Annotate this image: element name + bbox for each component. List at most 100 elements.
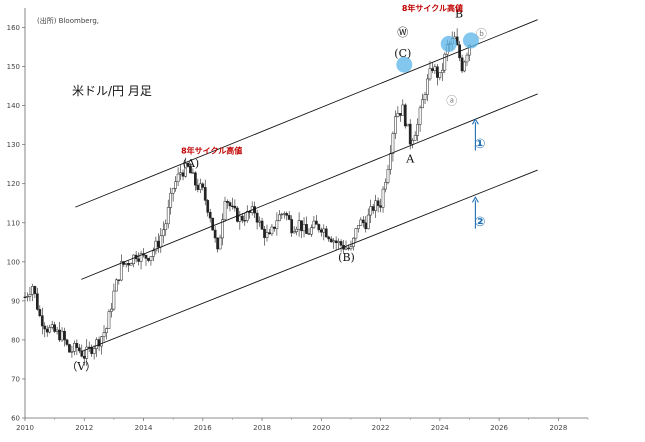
- candle-body: [132, 254, 135, 264]
- candle-body: [329, 238, 333, 243]
- wave-label: ⓑ: [476, 27, 487, 40]
- candle-body: [23, 296, 27, 299]
- candle-body: [361, 219, 365, 224]
- candle-body: [154, 240, 158, 252]
- candle-body: [196, 184, 200, 190]
- candle-body: [70, 351, 74, 353]
- candle-body: [433, 66, 437, 71]
- wave-label: (B): [338, 251, 355, 264]
- source-note: (出所) Bloomberg,: [37, 16, 99, 25]
- candle-body: [228, 202, 232, 207]
- candle-body: [391, 133, 395, 154]
- wave-label: (C): [394, 47, 411, 60]
- candle-body: [406, 123, 410, 127]
- candle-body: [344, 247, 348, 250]
- candle-body: [436, 66, 439, 78]
- candle-body: [45, 328, 49, 333]
- x-tick-label: 2016: [194, 424, 212, 432]
- price-candles: [23, 28, 471, 366]
- candle-body: [379, 205, 382, 208]
- candle-body: [31, 286, 34, 295]
- candle-body: [443, 53, 447, 71]
- candle-body: [337, 241, 340, 244]
- candle-body: [275, 220, 279, 229]
- candle-body: [396, 113, 400, 117]
- candle-body: [240, 215, 244, 221]
- candle-body: [211, 217, 215, 231]
- candle-body: [80, 350, 84, 357]
- candle-body: [426, 78, 429, 95]
- candle-body: [26, 295, 29, 298]
- candle-body: [40, 315, 44, 327]
- wave-label: (A): [183, 157, 200, 170]
- candle-body: [282, 213, 286, 215]
- candle-body: [77, 347, 81, 352]
- candle-body: [352, 237, 355, 247]
- candle-body: [174, 181, 177, 189]
- candle-body: [206, 200, 210, 213]
- candle-body: [273, 226, 276, 229]
- candle-body: [277, 214, 281, 222]
- candle-body: [97, 339, 101, 347]
- candle-body: [418, 107, 422, 125]
- candle-body: [102, 332, 106, 337]
- candle-body: [374, 200, 377, 211]
- candle-body: [270, 226, 274, 235]
- candle-body: [159, 235, 163, 248]
- candle-body: [73, 343, 76, 352]
- arrow-head: [471, 196, 479, 203]
- candle-body: [92, 348, 96, 354]
- candle-body: [332, 240, 336, 243]
- candle-body: [324, 228, 328, 238]
- candle-body: [431, 68, 434, 71]
- candle-body: [317, 224, 321, 231]
- candle-body: [401, 104, 405, 116]
- candle-body: [403, 104, 407, 127]
- candle-body: [280, 213, 284, 216]
- candle-body: [48, 327, 52, 333]
- candle-body: [310, 227, 313, 235]
- candle-body: [255, 212, 259, 223]
- x-tick-label: 2012: [75, 424, 93, 432]
- candle-body: [238, 215, 242, 222]
- candle-body: [421, 99, 424, 109]
- candle-body: [394, 116, 397, 134]
- candle-body: [186, 163, 190, 167]
- candle-body: [260, 220, 264, 230]
- axes: 60 70 80 90 100 110 120 130 140 150 160 2010 2012 201…: [7, 8, 589, 432]
- x-tick-label: 2010: [16, 424, 34, 432]
- cycle-high-label: 8年サイクル高値: [181, 145, 242, 155]
- highlight-circle: [396, 56, 413, 73]
- wave-label: A: [405, 153, 415, 166]
- y-tick-label: 90: [11, 297, 20, 305]
- y-tick-label: 80: [11, 336, 20, 344]
- x-tick-label: 2024: [431, 424, 449, 432]
- candle-body: [149, 256, 153, 261]
- candle-body: [161, 229, 165, 237]
- candle-body: [181, 172, 185, 177]
- candle-body: [221, 219, 224, 239]
- candle-body: [263, 228, 266, 238]
- candle-body: [38, 309, 42, 316]
- candle-body: [198, 183, 202, 190]
- candle-body: [169, 192, 173, 208]
- y-tick-label: 110: [7, 219, 20, 227]
- candle-body: [226, 201, 229, 203]
- candle-body: [43, 325, 47, 330]
- y-tick-label: 70: [11, 375, 20, 383]
- candle-body: [50, 324, 54, 328]
- candle-body: [359, 219, 363, 226]
- projection-arrows: [471, 118, 479, 229]
- candle-body: [319, 229, 323, 233]
- candle-body: [438, 72, 442, 78]
- candle-body: [137, 258, 140, 262]
- candle-body: [176, 173, 180, 182]
- candle-body: [268, 232, 271, 235]
- y-tick-label: 130: [7, 141, 20, 149]
- candle-body: [347, 247, 350, 250]
- candle-body: [63, 330, 66, 341]
- highlight-circle: [440, 35, 457, 52]
- wave-label: （V）: [66, 360, 96, 373]
- wave-label: Ⓦ: [397, 26, 408, 39]
- candle-body: [95, 339, 98, 349]
